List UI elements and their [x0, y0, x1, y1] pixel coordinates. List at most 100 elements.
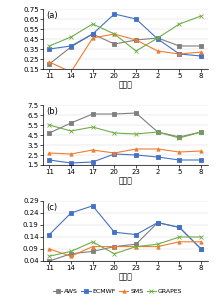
- X-axis label: 北京时: 北京时: [118, 273, 132, 282]
- GRAPES: [178, 22, 181, 26]
- SMS: [156, 147, 159, 151]
- GRAPES: [91, 22, 94, 26]
- SMS: [113, 151, 116, 155]
- AWS: [48, 131, 51, 135]
- SMS: [135, 38, 137, 42]
- ECMWF: [91, 160, 94, 164]
- SMS: [178, 150, 181, 154]
- SMS: [48, 247, 51, 251]
- ECMWF: [135, 233, 137, 236]
- SMS: [48, 151, 51, 155]
- SMS: [156, 49, 159, 53]
- Line: ECMWF: ECMWF: [48, 152, 203, 164]
- GRAPES: [91, 125, 94, 129]
- Text: (b): (b): [46, 107, 58, 116]
- GRAPES: [70, 129, 72, 133]
- AWS: [156, 130, 159, 134]
- AWS: [135, 111, 137, 115]
- GRAPES: [48, 44, 51, 48]
- ECMWF: [91, 32, 94, 36]
- GRAPES: [113, 252, 116, 256]
- AWS: [113, 112, 116, 116]
- Line: ECMWF: ECMWF: [48, 204, 203, 250]
- SMS: [178, 240, 181, 244]
- Line: SMS: SMS: [48, 32, 203, 74]
- GRAPES: [178, 235, 181, 239]
- GRAPES: [48, 123, 51, 127]
- GRAPES: [113, 32, 116, 36]
- SMS: [135, 245, 137, 248]
- AWS: [113, 42, 116, 46]
- ECMWF: [135, 153, 137, 157]
- ECMWF: [113, 152, 116, 156]
- Line: AWS: AWS: [48, 32, 203, 65]
- SMS: [91, 36, 94, 40]
- SMS: [200, 149, 202, 153]
- ECMWF: [200, 247, 202, 251]
- GRAPES: [48, 254, 51, 258]
- AWS: [91, 32, 94, 36]
- SMS: [200, 50, 202, 54]
- GRAPES: [200, 14, 202, 18]
- GRAPES: [91, 240, 94, 244]
- SMS: [70, 254, 72, 258]
- ECMWF: [135, 17, 137, 21]
- AWS: [156, 36, 159, 40]
- ECMWF: [48, 47, 51, 51]
- AWS: [70, 252, 72, 256]
- Line: AWS: AWS: [48, 112, 203, 139]
- Line: SMS: SMS: [48, 240, 203, 258]
- SMS: [70, 152, 72, 156]
- AWS: [91, 112, 94, 116]
- ECMWF: [91, 204, 94, 208]
- GRAPES: [156, 242, 159, 246]
- ECMWF: [113, 230, 116, 234]
- AWS: [156, 221, 159, 224]
- SMS: [156, 245, 159, 248]
- AWS: [135, 38, 137, 42]
- Line: AWS: AWS: [48, 221, 203, 262]
- SMS: [91, 148, 94, 152]
- ECMWF: [200, 54, 202, 58]
- ECMWF: [70, 44, 72, 48]
- X-axis label: 北京时: 北京时: [118, 177, 132, 186]
- Legend: AWS, ECMWF, SMS, GRAPES: AWS, ECMWF, SMS, GRAPES: [51, 286, 185, 296]
- AWS: [91, 250, 94, 253]
- ECMWF: [48, 233, 51, 236]
- ECMWF: [156, 155, 159, 159]
- ECMWF: [156, 37, 159, 41]
- Text: (a): (a): [46, 11, 58, 20]
- ECMWF: [70, 161, 72, 165]
- Line: ECMWF: ECMWF: [48, 13, 203, 58]
- AWS: [48, 62, 51, 66]
- Line: GRAPES: GRAPES: [47, 14, 203, 53]
- ECMWF: [113, 12, 116, 16]
- Line: GRAPES: GRAPES: [47, 123, 203, 140]
- SMS: [135, 147, 137, 151]
- AWS: [70, 121, 72, 125]
- ECMWF: [178, 52, 181, 56]
- ECMWF: [70, 211, 72, 215]
- AWS: [113, 245, 116, 248]
- ECMWF: [178, 158, 181, 162]
- ECMWF: [48, 158, 51, 162]
- SMS: [200, 240, 202, 244]
- Line: SMS: SMS: [48, 147, 203, 156]
- AWS: [200, 130, 202, 134]
- GRAPES: [178, 136, 181, 140]
- GRAPES: [135, 245, 137, 248]
- SMS: [113, 245, 116, 248]
- AWS: [200, 247, 202, 251]
- GRAPES: [70, 250, 72, 253]
- ECMWF: [178, 226, 181, 229]
- ECMWF: [156, 221, 159, 224]
- Text: (c): (c): [46, 203, 57, 212]
- GRAPES: [113, 131, 116, 135]
- GRAPES: [200, 130, 202, 134]
- ECMWF: [200, 158, 202, 162]
- GRAPES: [135, 49, 137, 53]
- SMS: [48, 60, 51, 64]
- SMS: [70, 70, 72, 74]
- GRAPES: [156, 36, 159, 40]
- SMS: [91, 245, 94, 248]
